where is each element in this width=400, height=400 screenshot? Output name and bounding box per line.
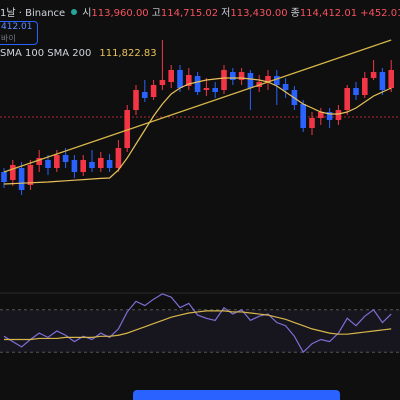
candle-body bbox=[318, 112, 324, 118]
ohlc-value: 113,430.00 bbox=[230, 8, 288, 19]
candle-body bbox=[388, 70, 394, 88]
candle-body bbox=[265, 76, 271, 82]
status-dot bbox=[71, 9, 78, 15]
ohlc-label: 고 bbox=[151, 8, 161, 19]
candle-body bbox=[309, 118, 315, 128]
candle-body bbox=[362, 78, 368, 95]
candle-body bbox=[150, 85, 157, 97]
candle-body bbox=[27, 165, 34, 185]
symbol: 1날 · Binance bbox=[0, 8, 66, 19]
candle-body bbox=[379, 72, 386, 90]
candle-body bbox=[89, 162, 95, 168]
candle-body bbox=[247, 73, 254, 88]
candle-body bbox=[10, 165, 16, 180]
candle-body bbox=[115, 148, 122, 168]
candle-body bbox=[62, 155, 69, 162]
action-button[interactable] bbox=[133, 390, 340, 400]
candle-body bbox=[335, 110, 342, 120]
candle-body bbox=[203, 88, 210, 90]
candle-body bbox=[326, 112, 333, 120]
candle-body bbox=[54, 155, 60, 168]
candle-body bbox=[370, 72, 377, 78]
candle-body bbox=[177, 70, 183, 88]
candle-body bbox=[142, 92, 148, 98]
rsi-ma-line bbox=[4, 310, 392, 341]
candle-body bbox=[124, 110, 130, 148]
ohlc-label: 종 bbox=[290, 8, 300, 19]
candle-body bbox=[282, 84, 289, 90]
ohlc-label: 저 bbox=[221, 8, 231, 19]
price-sub: 바이 bbox=[1, 34, 16, 43]
ohlc-value: 114,412.01 bbox=[299, 8, 358, 19]
candle-body bbox=[194, 76, 201, 92]
candle-body bbox=[212, 88, 218, 92]
candle-body bbox=[274, 76, 280, 85]
candle-body bbox=[353, 88, 359, 95]
candle-body bbox=[159, 80, 166, 85]
indicators: SMA 100 SMA 200 111,822.83 bbox=[0, 48, 157, 59]
rsi-band bbox=[0, 309, 400, 353]
ohlc: 시113,960.00 고114,715.02 저113,430.00 종114,41… bbox=[82, 8, 360, 19]
candle-body bbox=[36, 158, 42, 165]
price: 412.01 bbox=[1, 22, 33, 32]
candle-body bbox=[133, 90, 139, 110]
ohlc-label: 시 bbox=[82, 8, 92, 19]
candle-body bbox=[45, 160, 51, 168]
sma-line bbox=[3, 39, 392, 173]
candle-body bbox=[98, 158, 104, 168]
change: +452.01 (+0.40%) bbox=[360, 8, 400, 19]
candle-body bbox=[221, 70, 227, 90]
candle-body bbox=[300, 104, 306, 128]
candle-body bbox=[18, 168, 25, 190]
header: 1날 · Binance 시113,960.00 고114,715.02 저113,4… bbox=[0, 4, 400, 19]
ohlc-value: 113,960.00 bbox=[91, 8, 149, 19]
indicator-label: SMA 100 SMA 200 bbox=[0, 48, 92, 59]
price-box[interactable]: 412.01 바이 bbox=[0, 21, 38, 45]
candle-body bbox=[80, 160, 86, 172]
candle-body bbox=[238, 72, 245, 80]
candle-body bbox=[230, 72, 236, 80]
indicator-value: 111,822.83 bbox=[99, 48, 157, 59]
candle-body bbox=[168, 70, 174, 82]
candle-body bbox=[106, 160, 113, 168]
candle-body bbox=[186, 75, 192, 86]
sma-line bbox=[3, 77, 392, 185]
candle-body bbox=[1, 172, 7, 182]
ohlc-value: 114,715.02 bbox=[160, 8, 219, 19]
candle-body bbox=[71, 160, 78, 172]
candle-body bbox=[344, 88, 350, 110]
